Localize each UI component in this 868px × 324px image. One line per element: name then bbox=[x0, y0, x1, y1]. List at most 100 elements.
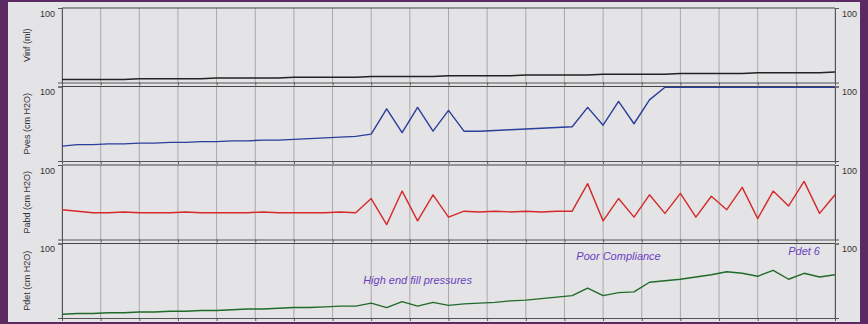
grid-line-x bbox=[100, 8, 101, 83]
x-tick-mark bbox=[642, 240, 643, 243]
y-tick-label: 100 bbox=[40, 9, 55, 19]
x-tick bbox=[178, 161, 179, 164]
grid bbox=[62, 244, 835, 319]
x-tick bbox=[139, 240, 140, 243]
x-tick bbox=[255, 240, 256, 243]
grid-line-x bbox=[487, 8, 488, 83]
annotation: Poor Compliance bbox=[576, 250, 660, 262]
x-tick-mark bbox=[139, 318, 140, 321]
x-tick bbox=[564, 83, 565, 86]
y-tick: 100 bbox=[835, 87, 857, 97]
grid-line-x bbox=[641, 87, 642, 162]
x-tick bbox=[796, 83, 797, 86]
y-tick-label: 100 bbox=[842, 244, 857, 254]
x-tick-mark bbox=[796, 240, 797, 243]
x-tick-mark bbox=[449, 318, 450, 321]
x-tick-mark bbox=[217, 83, 218, 86]
y-axis-left: 100 bbox=[40, 244, 63, 319]
x-tick bbox=[333, 240, 334, 243]
x-tick-mark bbox=[410, 83, 411, 86]
y-tick-mark bbox=[58, 165, 62, 166]
grid-line-x bbox=[525, 87, 526, 162]
paper bbox=[8, 2, 860, 322]
x-tick-mark bbox=[178, 318, 179, 321]
x-tick bbox=[410, 318, 411, 321]
panel: 100100Pves (cm H2O) bbox=[22, 87, 857, 165]
x-tick-mark bbox=[526, 240, 527, 243]
grid bbox=[62, 8, 835, 83]
x-tick bbox=[101, 318, 102, 321]
x-tick bbox=[758, 318, 759, 321]
x-tick-mark bbox=[101, 161, 102, 164]
grid bbox=[62, 165, 835, 240]
y-tick: 100 bbox=[40, 87, 62, 97]
x-tick bbox=[410, 240, 411, 243]
grid-line-x bbox=[796, 8, 797, 83]
x-tick-mark bbox=[758, 161, 759, 164]
x-tick-mark bbox=[294, 318, 295, 321]
x-tick-mark bbox=[217, 318, 218, 321]
x-tick bbox=[333, 318, 334, 321]
y-axis-title: Vinf (ml) bbox=[22, 29, 32, 62]
x-tick-mark bbox=[487, 161, 488, 164]
x-tick-mark bbox=[371, 161, 372, 164]
grid-line-x bbox=[409, 87, 410, 162]
x-tick-mark bbox=[642, 161, 643, 164]
x-tick-mark bbox=[139, 240, 140, 243]
x-tick bbox=[178, 240, 179, 243]
x-tick bbox=[255, 161, 256, 164]
grid-line-x bbox=[409, 165, 410, 240]
grid-line-x bbox=[255, 244, 256, 319]
x-tick bbox=[603, 83, 604, 86]
y-tick-mark bbox=[835, 8, 839, 9]
series-line bbox=[62, 87, 835, 146]
grid-line-x bbox=[139, 244, 140, 319]
x-tick-mark bbox=[487, 240, 488, 243]
grid-line-y bbox=[62, 7, 835, 8]
x-tick bbox=[526, 318, 527, 321]
grid-line-x bbox=[293, 165, 294, 240]
x-tick-mark bbox=[410, 318, 411, 321]
x-tick bbox=[371, 240, 372, 243]
x-tick-mark bbox=[449, 240, 450, 243]
x-tick-mark bbox=[719, 83, 720, 86]
x-tick-mark bbox=[680, 161, 681, 164]
x-tick-mark bbox=[178, 83, 179, 86]
grid-line-x bbox=[796, 165, 797, 240]
x-tick bbox=[526, 83, 527, 86]
grid-line-x bbox=[255, 87, 256, 162]
x-tick-mark bbox=[333, 83, 334, 86]
x-tick bbox=[333, 161, 334, 164]
y-axis-left: 100 bbox=[40, 166, 63, 241]
y-axis-line bbox=[58, 87, 63, 162]
x-tick bbox=[719, 318, 720, 321]
x-tick-mark bbox=[449, 83, 450, 86]
grid-line-x bbox=[448, 8, 449, 83]
x-tick bbox=[178, 318, 179, 321]
x-tick bbox=[796, 240, 797, 243]
x-tick bbox=[178, 83, 179, 86]
x-tick bbox=[294, 318, 295, 321]
y-tick-label: 100 bbox=[40, 166, 55, 176]
x-tick bbox=[564, 240, 565, 243]
x-tick bbox=[139, 83, 140, 86]
y-axis-left: 100 bbox=[40, 9, 63, 84]
x-tick-mark bbox=[758, 240, 759, 243]
x-tick bbox=[294, 83, 295, 86]
grid-line-x bbox=[525, 165, 526, 240]
y-tick-mark bbox=[835, 244, 839, 245]
grid-line-x bbox=[680, 244, 681, 319]
x-tick-mark bbox=[526, 83, 527, 86]
grid-line-x bbox=[177, 8, 178, 83]
x-tick bbox=[101, 240, 102, 243]
grid-line-x bbox=[177, 244, 178, 319]
x-tick bbox=[255, 83, 256, 86]
x-tick bbox=[526, 161, 527, 164]
x-tick bbox=[642, 318, 643, 321]
x-tick-mark bbox=[217, 161, 218, 164]
y-axis-line bbox=[836, 166, 840, 241]
x-tick-mark bbox=[758, 318, 759, 321]
x-tick-mark bbox=[642, 83, 643, 86]
y-axis-right: 100 bbox=[835, 244, 857, 319]
x-tick bbox=[217, 240, 218, 243]
